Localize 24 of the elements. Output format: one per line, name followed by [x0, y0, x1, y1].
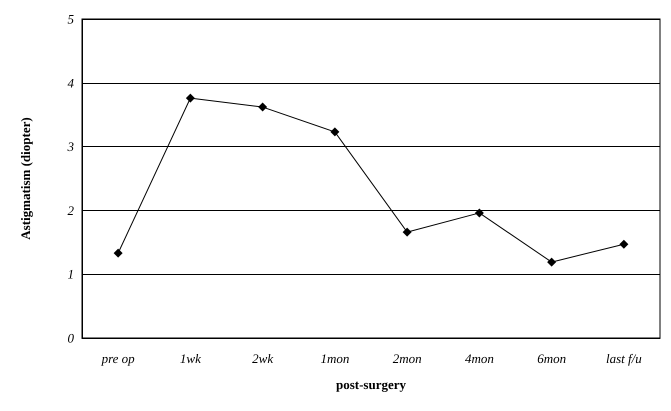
x-tick-label: 6mon — [537, 351, 566, 366]
point — [186, 94, 195, 103]
point — [474, 208, 484, 218]
point — [258, 102, 268, 112]
x-tick-label: 4mon — [464, 351, 494, 366]
y-tick-label: 2 — [68, 202, 74, 218]
y-tick-label: 1 — [68, 266, 74, 282]
point — [402, 228, 412, 237]
point — [330, 127, 340, 136]
y-tick-label: 0 — [68, 330, 74, 346]
x-tick-label: 1mon — [320, 351, 350, 366]
x-tick-label: last f/u — [606, 351, 642, 366]
point — [619, 240, 628, 249]
x-tick-label: 1wk — [180, 351, 202, 366]
y-tick-label: 4 — [68, 75, 74, 90]
y-axis-title: Astigmatism (diopter) — [18, 117, 33, 240]
x-axis-title: post-surgery — [336, 377, 407, 392]
x-tick-label: 2wk — [252, 351, 274, 366]
y-tick-label: 5 — [68, 12, 74, 26]
y-tick-label: 3 — [66, 139, 74, 154]
point — [547, 258, 556, 267]
x-tick-label: 2mon — [392, 351, 422, 366]
x-tick-label: pre op — [100, 351, 136, 366]
point — [114, 248, 123, 258]
